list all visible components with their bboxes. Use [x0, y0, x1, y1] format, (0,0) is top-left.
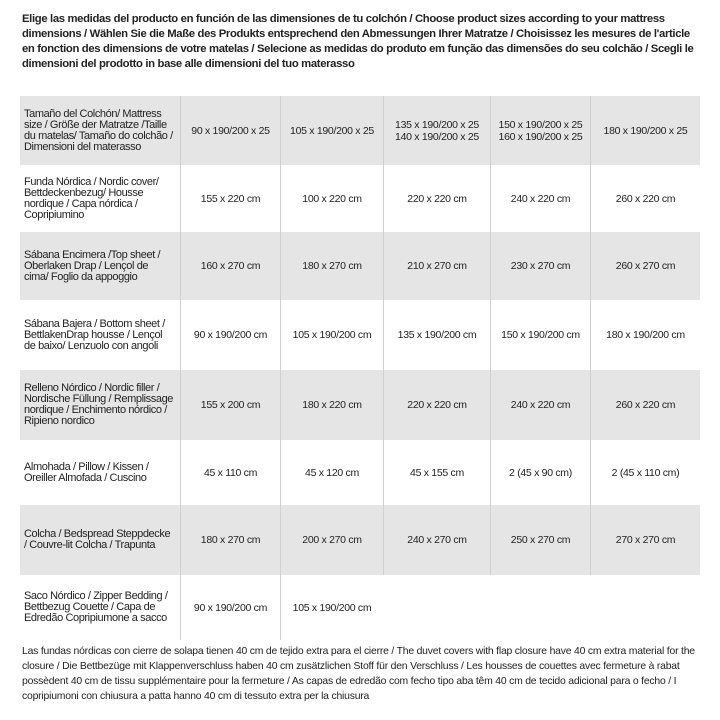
size-cell: 135 x 190/200 x 25 140 x 190/200 x 25	[383, 96, 490, 165]
size-cell: 2 (45 x 90 cm)	[490, 440, 590, 505]
size-cell: 90 x 190/200 cm	[180, 300, 280, 370]
size-cell: 230 x 270 cm	[490, 232, 590, 300]
row-label: Funda Nórdica / Nordic cover/ Bettdecken…	[24, 175, 159, 221]
table-row: Almohada / Pillow / Kissen / Oreiller Al…	[20, 440, 700, 505]
size-cell: 160 x 270 cm	[180, 232, 280, 300]
size-cell	[590, 575, 700, 640]
table-row: Colcha / Bedspread Steppdecke / Couvre-l…	[20, 505, 700, 575]
size-cell: 45 x 120 cm	[280, 440, 383, 505]
size-cell: 220 x 220 cm	[383, 370, 490, 440]
row-label: Saco Nórdico / Zipper Bedding / Bettbezu…	[24, 590, 168, 624]
table-row: Sábana Bajera / Bottom sheet / Bettlaken…	[20, 300, 700, 370]
size-cell: 240 x 270 cm	[383, 505, 490, 575]
size-cell: 45 x 155 cm	[383, 440, 490, 505]
table-row: Sábana Encimera /Top sheet / Oberlaken D…	[20, 232, 700, 300]
intro-text: Elige las medidas del producto en funció…	[22, 13, 694, 70]
header-row: Tamaño del Colchón/ Mattress size / Größ…	[20, 96, 700, 165]
size-cell: 180 x 220 cm	[280, 370, 383, 440]
size-cell: 150 x 190/200 x 25 160 x 190/200 x 25	[490, 96, 590, 165]
size-cell: 150 x 190/200 cm	[490, 300, 590, 370]
size-cell: 180 x 270 cm	[180, 505, 280, 575]
size-cell: 155 x 220 cm	[180, 165, 280, 232]
size-cell: 260 x 270 cm	[590, 232, 700, 300]
size-table: Tamaño del Colchón/ Mattress size / Größ…	[20, 96, 700, 640]
row-label: Sábana Bajera / Bottom sheet / Bettlaken…	[24, 317, 165, 352]
size-cell: 180 x 270 cm	[280, 232, 383, 300]
size-cell: 180 x 190/200 cm	[590, 300, 700, 370]
size-cell: 105 x 190/200 cm	[280, 575, 383, 640]
row-label: Almohada / Pillow / Kissen / Oreiller Al…	[24, 460, 149, 484]
size-cell: 90 x 190/200 x 25	[180, 96, 280, 165]
size-cell: 155 x 200 cm	[180, 370, 280, 440]
size-cell: 240 x 220 cm	[490, 165, 590, 232]
size-cell	[383, 575, 490, 640]
size-cell: 135 x 190/200 cm	[383, 300, 490, 370]
size-cell: 270 x 270 cm	[590, 505, 700, 575]
size-cell: 45 x 110 cm	[180, 440, 280, 505]
size-cell: 90 x 190/200 cm	[180, 575, 280, 640]
row-label: Tamaño del Colchón/ Mattress size / Größ…	[24, 107, 173, 153]
size-cell: 200 x 270 cm	[280, 505, 383, 575]
row-label: Relleno Nórdico / Nordic filler / Nordis…	[24, 382, 174, 427]
size-cell: 250 x 270 cm	[490, 505, 590, 575]
row-label: Colcha / Bedspread Steppdecke / Couvre-l…	[24, 528, 171, 551]
table-row: Funda Nórdica / Nordic cover/ Bettdecken…	[20, 165, 700, 232]
size-cell: 210 x 270 cm	[383, 232, 490, 300]
size-cell: 2 (45 x 110 cm)	[590, 440, 700, 505]
size-cell: 240 x 220 cm	[490, 370, 590, 440]
size-cell: 105 x 190/200 cm	[280, 300, 383, 370]
size-cell: 260 x 220 cm	[590, 165, 700, 232]
size-cell: 100 x 220 cm	[280, 165, 383, 232]
size-cell	[490, 575, 590, 640]
table-row: Saco Nórdico / Zipper Bedding / Bettbezu…	[20, 575, 700, 640]
footer-note: Las fundas nórdicas con cierre de solapa…	[22, 646, 695, 702]
row-label: Sábana Encimera /Top sheet / Oberlaken D…	[24, 248, 161, 283]
size-cell: 260 x 220 cm	[590, 370, 700, 440]
size-cell: 105 x 190/200 x 25	[280, 96, 383, 165]
size-cell: 180 x 190/200 x 25	[590, 96, 700, 165]
size-cell: 220 x 220 cm	[383, 165, 490, 232]
table-row: Relleno Nórdico / Nordic filler / Nordis…	[20, 370, 700, 440]
